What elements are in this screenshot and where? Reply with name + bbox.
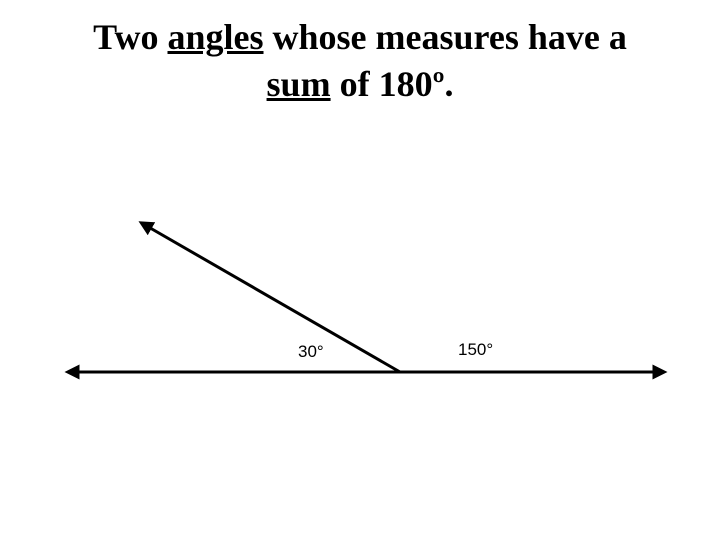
angle-label-150: 150° <box>458 340 493 360</box>
diagonal-line <box>145 225 400 372</box>
angle-label-30: 30° <box>298 342 324 362</box>
angle-diagram <box>0 0 720 540</box>
slide: Two angles whose measures have a sum of … <box>0 0 720 540</box>
